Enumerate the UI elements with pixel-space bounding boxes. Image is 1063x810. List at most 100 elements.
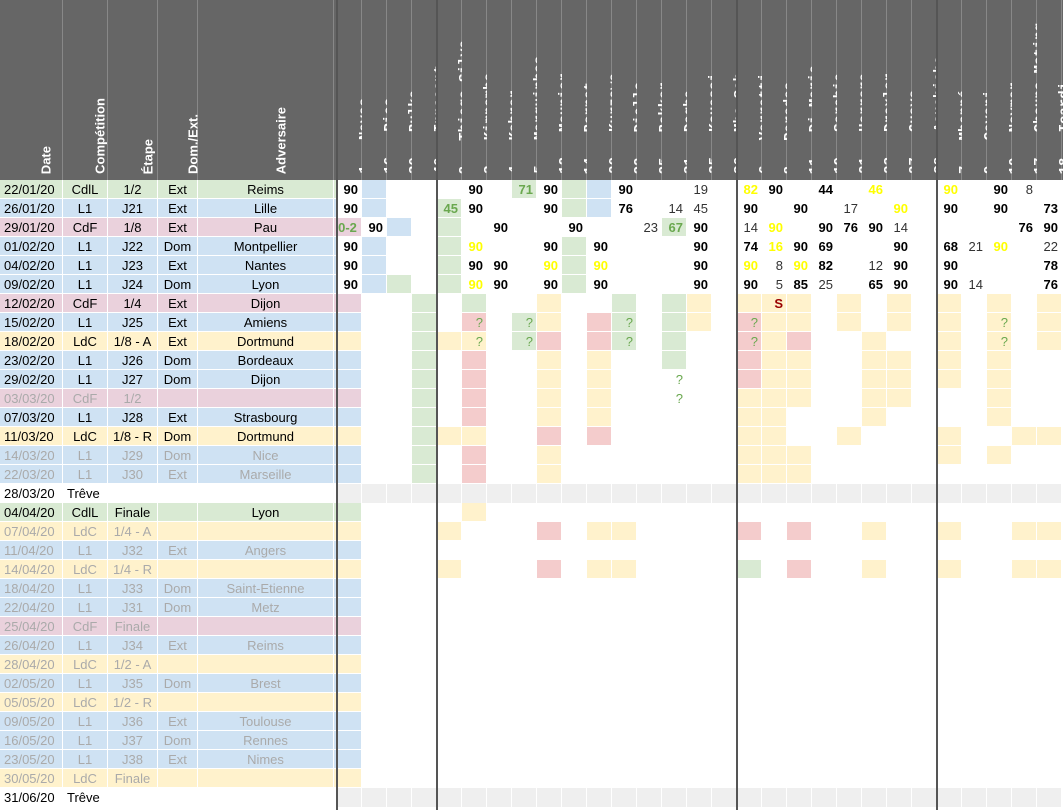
match-date[interactable]: 26/04/20 [0,636,63,655]
match-date[interactable]: 31/06/20 [0,788,63,807]
match-adversaire[interactable] [198,617,334,636]
header-player-kouassi[interactable]: 35 - Kouassi [687,0,723,180]
match-date[interactable]: 29/02/20 [0,370,63,389]
match-domext[interactable]: Dom [158,427,198,446]
header-player-di-maria[interactable]: 11 - Di Maria [787,0,823,180]
match-domext[interactable]: Ext [158,750,198,769]
match-competition[interactable]: L1 [63,598,108,617]
match-date[interactable]: 02/05/20 [0,674,63,693]
match-date[interactable]: 05/05/20 [0,693,63,712]
match-adversaire[interactable] [198,655,334,674]
match-date[interactable]: 22/03/20 [0,465,63,484]
match-etape[interactable]: Finale [108,769,158,788]
header-player-sarabia[interactable]: 19 - Sarabia [812,0,848,180]
header-player-cavani[interactable]: 9 - Cavani [962,0,998,180]
match-date[interactable]: 29/01/20 [0,218,63,237]
match-competition[interactable]: L1 [63,465,108,484]
match-date[interactable]: 22/01/20 [0,180,63,199]
match-adversaire[interactable] [198,788,334,807]
match-domext[interactable] [158,769,198,788]
match-date[interactable]: 09/05/20 [0,712,63,731]
match-etape[interactable]: 1/2 - A [108,655,158,674]
match-domext[interactable]: Ext [158,218,198,237]
match-date[interactable]: 25/04/20 [0,617,63,636]
match-etape[interactable]: J36 [108,712,158,731]
header-player-kurzawa[interactable]: 20 - Kurzawa [587,0,623,180]
match-adversaire[interactable]: Dortmund [198,427,334,446]
match-competition[interactable]: L1 [63,674,108,693]
match-domext[interactable]: Dom [158,351,198,370]
match-domext[interactable] [158,560,198,579]
match-etape[interactable]: J35 [108,674,158,693]
header-player-meunier[interactable]: 12 - Meunier [537,0,573,180]
match-adversaire[interactable] [198,693,334,712]
match-etape[interactable]: Finale [108,617,158,636]
match-competition[interactable]: L1 [63,256,108,275]
header-player-mbapp-[interactable]: 7 - Mbappé [937,0,973,180]
match-competition[interactable]: CdF [63,218,108,237]
match-adversaire[interactable] [198,389,334,408]
match-adversaire[interactable]: Bordeaux [198,351,334,370]
match-etape[interactable]: J27 [108,370,158,389]
match-date[interactable]: 30/05/20 [0,769,63,788]
match-etape[interactable]: J31 [108,598,158,617]
match-competition[interactable]: L1 [63,313,108,332]
match-etape[interactable]: 1/2 [108,389,158,408]
header-domext[interactable]: Dom./Ext. [158,0,200,180]
match-etape[interactable]: J32 [108,541,158,560]
match-adversaire[interactable]: Rennes [198,731,334,750]
match-competition[interactable]: CdF [63,617,108,636]
match-etape[interactable]: 1/4 [108,294,158,313]
header-player-draxler[interactable]: 23 - Draxler [862,0,898,180]
match-date[interactable]: 28/04/20 [0,655,63,674]
match-date[interactable]: 11/04/20 [0,541,63,560]
match-adversaire[interactable]: Reims [198,180,334,199]
match-competition[interactable]: Trêve [63,788,108,807]
match-domext[interactable] [158,655,198,674]
match-etape[interactable]: 1/4 - R [108,560,158,579]
match-competition[interactable]: L1 [63,370,108,389]
match-date[interactable]: 16/05/20 [0,731,63,750]
match-date[interactable]: 01/02/20 [0,237,63,256]
match-adversaire[interactable]: Brest [198,674,334,693]
match-competition[interactable]: CdF [63,294,108,313]
match-domext[interactable]: Ext [158,636,198,655]
match-domext[interactable] [158,503,198,522]
match-adversaire[interactable]: Nice [198,446,334,465]
match-competition[interactable]: CdlL [63,503,108,522]
match-domext[interactable]: Ext [158,712,198,731]
match-adversaire[interactable]: Reims [198,636,334,655]
match-domext[interactable]: Ext [158,294,198,313]
header-player-dagba[interactable]: 31 - Dagba [662,0,698,180]
match-etape[interactable]: 1/2 - R [108,693,158,712]
match-date[interactable]: 04/04/20 [0,503,63,522]
match-date[interactable]: 03/03/20 [0,389,63,408]
header-player-bulka[interactable]: 30 - Bulka [387,0,423,180]
match-etape[interactable]: 1/4 - A [108,522,158,541]
match-adversaire[interactable]: Lyon [198,275,334,294]
match-domext[interactable]: Dom [158,579,198,598]
match-competition[interactable]: L1 [63,541,108,560]
match-date[interactable]: 18/04/20 [0,579,63,598]
header-player-innocent[interactable]: 40 - Innocent [412,0,448,180]
header-player-aouchiche[interactable]: 38 - Aouchiche [912,0,948,180]
match-domext[interactable] [158,484,198,503]
match-adversaire[interactable] [198,769,334,788]
match-competition[interactable]: CdF [63,389,108,408]
match-adversaire[interactable]: Metz [198,598,334,617]
match-etape[interactable]: J30 [108,465,158,484]
match-adversaire[interactable] [198,522,334,541]
match-adversaire[interactable] [198,560,334,579]
header-player-kehrer[interactable]: 4 - Kehrer [487,0,523,180]
match-adversaire[interactable]: Strasbourg [198,408,334,427]
match-domext[interactable] [158,522,198,541]
match-domext[interactable] [158,389,198,408]
match-date[interactable]: 14/04/20 [0,560,63,579]
match-competition[interactable]: L1 [63,237,108,256]
match-etape[interactable]: 1/2 [108,180,158,199]
match-domext[interactable]: Dom [158,370,198,389]
match-date[interactable]: 23/02/20 [0,351,63,370]
match-adversaire[interactable]: Amiens [198,313,334,332]
match-date[interactable]: 18/02/20 [0,332,63,351]
match-competition[interactable]: Trêve [63,484,108,503]
